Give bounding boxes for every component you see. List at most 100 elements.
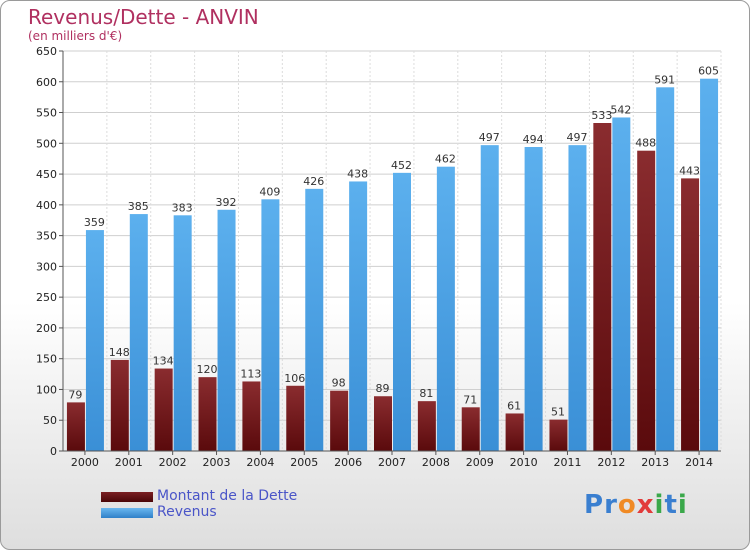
- y-tick-label: 0: [50, 445, 57, 458]
- x-tick-label: 2004: [246, 456, 274, 469]
- data-label-revenue: 359: [84, 216, 105, 229]
- logo-letter: i: [677, 490, 688, 520]
- legend-item-revenue: Revenus: [101, 504, 401, 520]
- logo-letter: P: [584, 490, 605, 520]
- y-tick-label: 50: [43, 414, 57, 427]
- y-tick-label: 650: [36, 45, 57, 58]
- x-tick-label: 2003: [203, 456, 231, 469]
- bar-revenue: [261, 199, 280, 451]
- data-label-debt: 113: [240, 367, 261, 380]
- data-label-debt: 61: [507, 399, 521, 412]
- y-tick-label: 100: [36, 383, 57, 396]
- data-label-debt: 71: [463, 393, 477, 406]
- data-label-revenue: 542: [610, 103, 631, 116]
- y-tick-label: 400: [36, 199, 57, 212]
- proxiti-logo: Proxiti: [584, 490, 688, 520]
- bar-revenue: [173, 215, 192, 451]
- bar-revenue: [393, 172, 411, 451]
- bar-revenue: [568, 145, 587, 451]
- x-tick-label: 2009: [466, 456, 494, 469]
- data-label-revenue: 392: [216, 196, 237, 209]
- logo-letter: r: [604, 490, 618, 520]
- x-tick-label: 2011: [553, 456, 581, 469]
- data-label-revenue: 426: [303, 175, 324, 188]
- bar-debt: [461, 407, 480, 451]
- data-label-revenue: 385: [128, 200, 149, 213]
- x-tick-label: 2007: [378, 456, 406, 469]
- data-label-revenue: 591: [654, 73, 675, 86]
- data-label-debt: 79: [68, 388, 82, 401]
- logo-letter: t: [664, 490, 678, 520]
- bar-revenue: [524, 147, 543, 451]
- legend: Montant de la Dette Revenus: [101, 488, 401, 520]
- bar-revenue: [217, 209, 236, 451]
- y-tick-label: 600: [36, 76, 57, 89]
- data-label-debt: 148: [109, 346, 130, 359]
- y-tick-label: 150: [36, 353, 57, 366]
- data-label-revenue: 438: [347, 167, 368, 180]
- x-tick-label: 2002: [159, 456, 187, 469]
- x-tick-label: 2005: [290, 456, 318, 469]
- data-label-debt: 533: [591, 109, 612, 122]
- bar-revenue: [612, 117, 631, 451]
- x-tick-label: 2008: [422, 456, 450, 469]
- bar-debt: [110, 359, 129, 451]
- bar-revenue: [656, 87, 675, 452]
- x-tick-label: 2000: [71, 456, 99, 469]
- bar-debt: [593, 123, 612, 451]
- legend-label-revenue: Revenus: [157, 504, 217, 520]
- data-label-debt: 81: [419, 387, 433, 400]
- bar-debt: [681, 178, 700, 451]
- data-label-revenue: 494: [523, 133, 544, 146]
- legend-label-debt: Montant de la Dette: [157, 488, 298, 504]
- data-label-debt: 488: [635, 137, 656, 150]
- bar-revenue: [700, 78, 719, 451]
- bar-debt: [417, 401, 436, 451]
- x-tick-label: 2001: [115, 456, 143, 469]
- y-tick-label: 200: [36, 322, 57, 335]
- bar-revenue: [129, 214, 148, 451]
- bar-revenue: [305, 188, 324, 451]
- x-tick-label: 2010: [510, 456, 538, 469]
- bars: [66, 78, 719, 452]
- data-label-revenue: 462: [435, 153, 456, 166]
- y-tick-label: 500: [36, 137, 57, 150]
- bar-debt: [637, 150, 656, 451]
- bar-debt: [66, 402, 85, 451]
- data-label-revenue: 452: [391, 159, 412, 172]
- bar-debt: [198, 377, 217, 451]
- data-label-revenue: 409: [259, 185, 280, 198]
- x-tick-label: 2014: [685, 456, 713, 469]
- data-label-revenue: 497: [479, 131, 500, 144]
- bar-debt: [374, 396, 392, 451]
- legend-swatch-debt: [101, 492, 153, 502]
- data-label-debt: 51: [551, 406, 565, 419]
- bar-revenue: [480, 145, 499, 451]
- chart-subtitle: (en milliers d'€): [28, 29, 123, 43]
- bar-debt: [286, 385, 305, 451]
- axes: [59, 50, 721, 455]
- data-label-debt: 134: [153, 355, 174, 368]
- y-tick-label: 550: [36, 107, 57, 120]
- data-label-debt: 98: [332, 377, 346, 390]
- x-tick-label: 2006: [334, 456, 362, 469]
- data-label-debt: 443: [679, 164, 700, 177]
- y-tick-label: 450: [36, 168, 57, 181]
- data-label-debt: 106: [284, 372, 305, 385]
- data-label-debt: 120: [197, 363, 218, 376]
- labels: 0 50 100 150 200 250 300 350 400 450 500 550 600 650 3…: [36, 45, 719, 469]
- bar-debt: [154, 368, 173, 451]
- bar-debt: [549, 419, 568, 451]
- chart-title: Revenus/Dette - ANVIN: [28, 5, 259, 29]
- y-tick-label: 350: [36, 230, 57, 243]
- data-label-debt: 89: [376, 382, 390, 395]
- bar-debt: [330, 390, 349, 451]
- bar-debt: [505, 413, 524, 451]
- x-tick-label: 2012: [597, 456, 625, 469]
- x-tick-label: 2013: [641, 456, 669, 469]
- data-label-revenue: 497: [566, 131, 587, 144]
- logo-letter: x: [636, 490, 655, 520]
- legend-item-debt: Montant de la Dette: [101, 488, 401, 504]
